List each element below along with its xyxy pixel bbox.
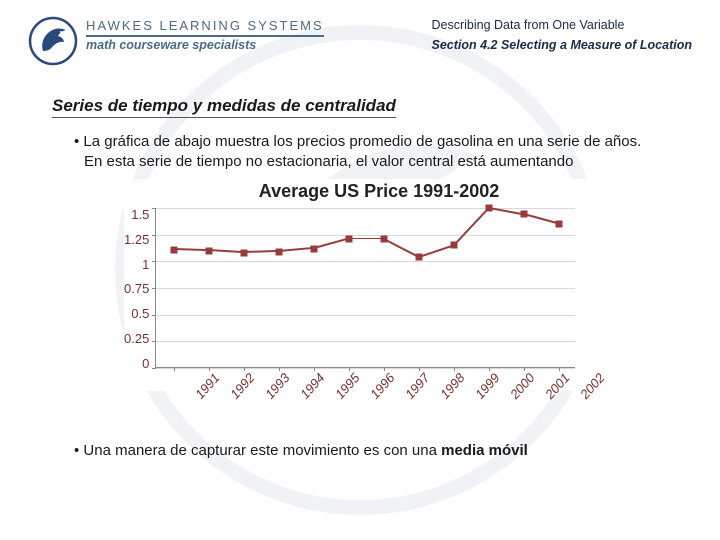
gridline (156, 341, 575, 342)
y-tick-label: 0.25 (124, 332, 149, 345)
bullet-item: • La gráfica de abajo muestra los precio… (74, 132, 658, 171)
chart-data-point (520, 211, 527, 218)
section-label: Section 4.2 Selecting a Measure of Locat… (432, 38, 693, 52)
x-tick-label: 1997 (400, 368, 435, 404)
chart-line-segment (383, 238, 419, 257)
chart-data-point (380, 236, 387, 243)
chart-data-point (485, 205, 492, 212)
chart-line-segment (419, 244, 454, 257)
y-tick-mark (152, 341, 156, 342)
bullet-item: • Una manera de capturar este movimiento… (74, 441, 658, 461)
chart-line-segment (524, 213, 559, 224)
chart-data-point (555, 221, 562, 228)
y-tick-mark (152, 315, 156, 316)
x-tick-label: 1995 (330, 368, 365, 404)
x-tick-label: 1998 (435, 368, 470, 404)
gridline (156, 235, 575, 236)
hawk-logo-icon (28, 16, 78, 66)
bullet-list: • La gráfica de abajo muestra los precio… (52, 132, 668, 461)
chart-line-segment (209, 249, 244, 253)
y-tick-mark (152, 235, 156, 236)
chart-data-point (415, 254, 422, 261)
chart-line-segment (314, 238, 349, 249)
chart-data-point (275, 248, 282, 255)
y-tick-label: 0 (142, 357, 149, 370)
y-tick-mark (152, 208, 156, 209)
y-tick-label: 0.5 (131, 307, 149, 320)
x-tick-label: 1993 (260, 368, 295, 404)
x-tick-label: 1999 (470, 368, 505, 404)
y-tick-mark (152, 288, 156, 289)
x-tick-label: 1992 (225, 368, 260, 404)
x-tick-label: 2002 (575, 368, 610, 404)
gas-price-chart: Average US Price 1991-2002 1.5 1.25 1 0.75 0… (124, 179, 634, 391)
company-tagline: math courseware specialists (86, 35, 324, 52)
y-tick-label: 0.75 (124, 282, 149, 295)
x-tick-label: 1991 (190, 368, 225, 404)
company-logo (28, 16, 78, 66)
gridline (156, 368, 575, 369)
chart-data-point (345, 236, 352, 243)
y-tick-mark (152, 368, 156, 369)
chart-x-axis: 1991199219931994199519961997199819992000… (178, 370, 598, 391)
slide-title: Series de tiempo y medidas de centralida… (52, 96, 396, 118)
bullet-bold-text: media móvil (441, 442, 528, 459)
y-tick-label: 1.25 (124, 233, 149, 246)
x-tick-mark (174, 367, 175, 371)
chart-line-segment (244, 250, 279, 253)
chart-data-point (205, 247, 212, 254)
chart-line-segment (279, 247, 314, 252)
chart-data-point (240, 249, 247, 256)
y-tick-mark (152, 261, 156, 262)
chart-data-point (310, 245, 317, 252)
chart-data-point (450, 242, 457, 249)
x-tick-label: 2001 (540, 368, 575, 404)
chart-area: 1.5 1.25 1 0.75 0.5 0.25 0 (124, 208, 634, 370)
slide-header: HAWKES LEARNING SYSTEMS math courseware … (0, 0, 720, 74)
chart-line-segment (349, 238, 384, 240)
x-tick-label: 2000 (505, 368, 540, 404)
chart-line-segment (453, 207, 489, 245)
chart-plot-area (155, 208, 575, 368)
bullet-text: • Una manera de capturar este movimiento… (74, 442, 441, 459)
x-tick-label: 1996 (365, 368, 400, 404)
company-name: HAWKES LEARNING SYSTEMS (86, 18, 324, 33)
gridline (156, 208, 575, 209)
chart-y-axis: 1.5 1.25 1 0.75 0.5 0.25 0 (124, 208, 155, 370)
gridline (156, 315, 575, 316)
chart-title: Average US Price 1991-2002 (124, 181, 634, 202)
gridline (156, 288, 575, 289)
topic-label: Describing Data from One Variable (432, 18, 693, 32)
header-right: Describing Data from One Variable Sectio… (432, 16, 693, 52)
y-tick-label: 1 (142, 258, 149, 271)
slide-content: Series de tiempo y medidas de centralida… (0, 74, 720, 461)
x-tick-label: 1994 (295, 368, 330, 404)
y-tick-label: 1.5 (131, 208, 149, 221)
chart-line-segment (174, 248, 209, 251)
chart-data-point (170, 246, 177, 253)
gridline (156, 261, 575, 262)
company-info: HAWKES LEARNING SYSTEMS math courseware … (86, 16, 324, 52)
